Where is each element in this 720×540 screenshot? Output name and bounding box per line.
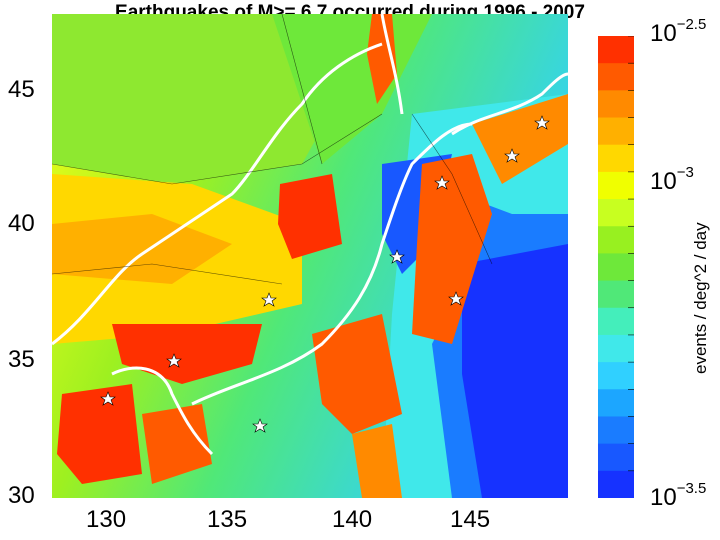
colorbar-swatch [598,171,634,200]
map-canvas [52,14,568,498]
colorbar-swatch [598,226,634,254]
colorbar [598,36,634,498]
colorbar-swatch [598,280,634,309]
star-marker [504,148,520,163]
y-tick-label: 40 [8,210,35,237]
x-tick-label: 130 [86,506,127,533]
colorbar-swatch [598,443,634,472]
x-tick-label: 145 [450,506,491,533]
hotspot-southwest [57,384,142,484]
east-deep-blue-zone [462,244,568,498]
star-marker [166,353,182,368]
star-marker [252,418,268,433]
hotspot-ryukyu [142,404,212,484]
colorbar-swatch [598,253,634,282]
colorbar-swatch [598,470,634,498]
star-marker [261,292,277,307]
y-tick-label: 30 [8,482,35,509]
hotspot-korea-north [278,174,342,259]
colorbar-swatch [598,416,634,445]
north-green-zone [52,14,352,184]
coastline-korea [111,366,214,456]
hotspot-kuril [472,94,568,184]
star-marker [448,291,464,306]
star-marker [534,115,550,130]
coastline-japan [191,122,473,406]
colorbar-swatch [598,117,634,146]
star-marker [389,249,405,264]
colorbar-swatch [598,63,634,91]
x-tick-label: 135 [207,506,248,533]
colorbar-swatch [598,199,634,227]
seismic-rate-map [52,14,568,498]
colorbar-swatch [598,362,634,390]
earthquake-markers [100,115,550,433]
colorbar-tick-bottom: 10−3.5 [650,480,707,511]
colorbar-swatch [598,389,634,417]
colorbar-axis-label: events / deg^2 / day [691,222,710,374]
colorbar-swatch [598,144,634,173]
colorbar-swatch [598,90,634,119]
colorbar-tick-top: 10−2.5 [650,16,707,47]
colorbar-tick-mid: 10−3 [650,164,694,195]
coastline-hokkaido [451,72,568,136]
coastline-asia [52,42,383,346]
colorbar-swatch [598,36,634,64]
hotspot-izu [312,314,402,434]
colorbar-swatch [598,334,634,363]
contour-lines [52,14,493,285]
star-marker [100,391,116,406]
hotspot-honshu-arc [412,154,492,344]
y-tick-label: 35 [8,346,35,373]
y-tick-label: 45 [8,76,35,103]
x-tick-label: 140 [332,506,373,533]
hotspot-sakhalin [367,14,397,104]
coastlines [52,14,568,456]
colorbar-swatch [598,307,634,336]
hotspot-bonin [352,424,402,498]
star-marker [434,175,450,190]
west-orange-zone [52,214,232,284]
coastline-sakhalin [380,14,404,115]
